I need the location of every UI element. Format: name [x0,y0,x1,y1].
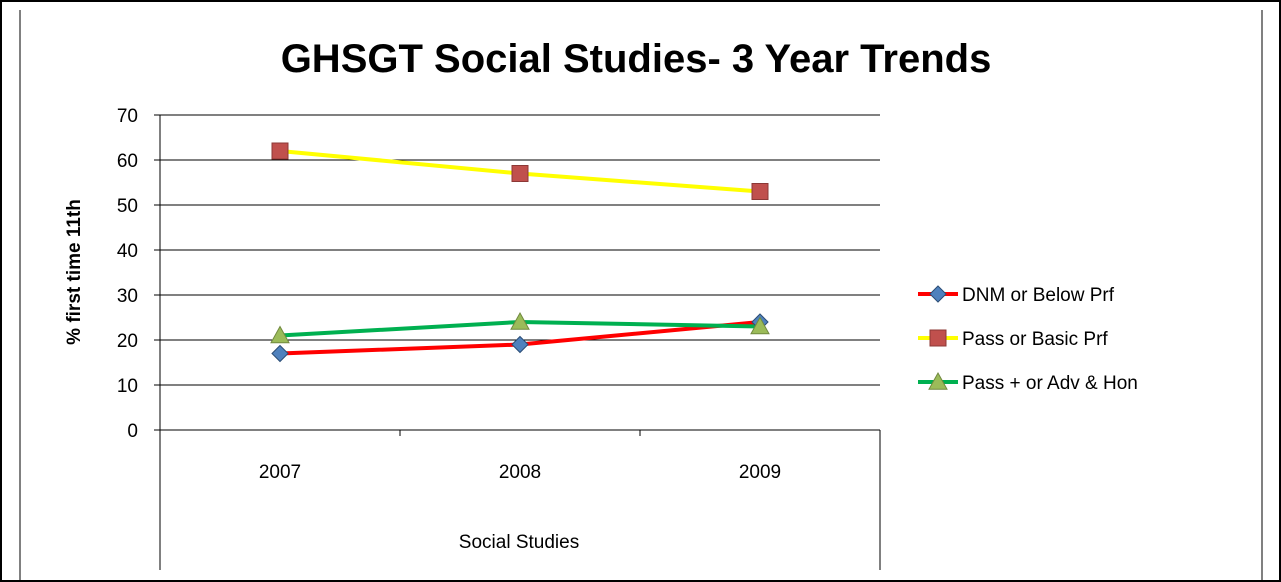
x-tick-label: 2008 [499,462,541,483]
y-tick-label: 70 [117,106,138,127]
data-point [271,142,289,160]
legend-item: Pass or Basic Prf [918,329,1108,350]
y-tick-label: 40 [117,241,138,262]
data-series [270,142,770,363]
x-axis-ticks: 2007 2008 2009 [259,430,781,483]
data-point [510,311,530,330]
legend-marker [929,329,947,347]
x-tick-label: 2007 [259,462,301,483]
data-point [511,335,529,354]
legend: DNM or Below Prf Pass or Basic Prf Pass + … [918,285,1138,394]
y-tick-label: 10 [117,376,138,397]
y-axis-ticks: 0 10 20 30 40 50 60 70 [117,106,160,442]
y-tick-label: 20 [117,331,138,352]
legend-label: DNM or Below Prf [962,285,1115,306]
data-point [751,183,769,200]
gridlines [160,114,880,386]
legend-item: DNM or Below Prf [918,285,1115,306]
legend-label: Pass + or Adv & Hon [962,373,1138,394]
data-point [270,325,290,344]
legend-marker [928,371,948,390]
data-point [511,165,529,182]
x-axis-title: Social Studies [459,532,579,553]
legend-label: Pass or Basic Prf [962,329,1108,350]
data-point [750,316,770,335]
legend-item: Pass + or Adv & Hon [918,371,1138,394]
legend-marker [929,285,947,303]
chart-title: GHSGT Social Studies- 3 Year Trends [281,37,992,81]
series-markers-1 [271,142,769,200]
series-markers-2 [270,311,770,344]
x-tick-label: 2009 [739,462,781,483]
data-point [271,344,289,363]
axes [159,115,881,570]
y-tick-label: 50 [117,196,138,217]
y-axis-title: % first time 11th [64,199,85,345]
y-tick-label: 60 [117,151,138,172]
y-tick-label: 0 [127,421,138,442]
y-tick-label: 30 [117,286,138,307]
